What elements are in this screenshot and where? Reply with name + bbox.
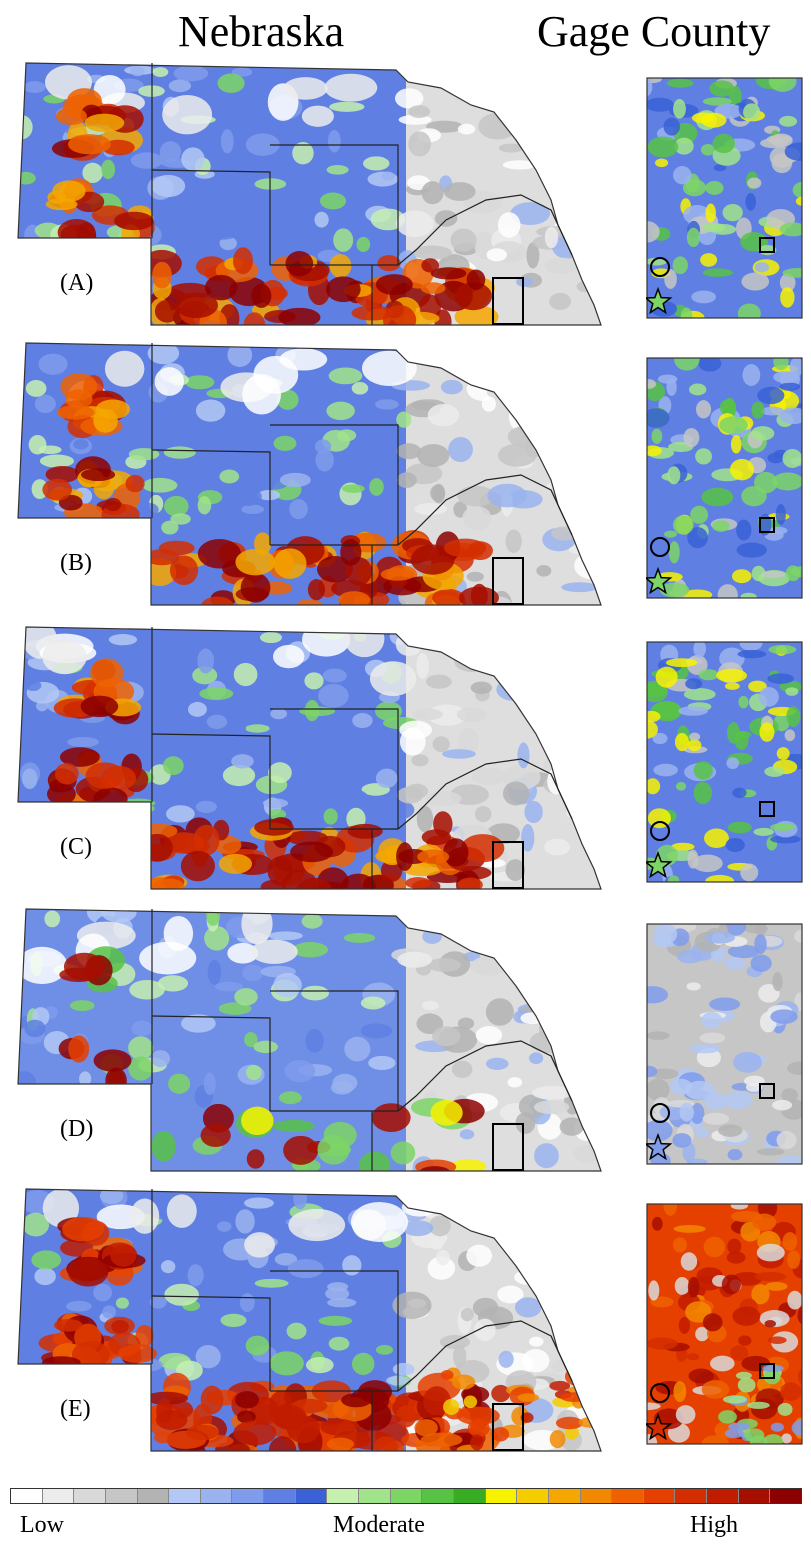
region-boundary bbox=[151, 169, 271, 265]
legend-swatch bbox=[675, 1489, 708, 1503]
circle-marker-icon bbox=[650, 537, 670, 557]
star-marker-icon bbox=[646, 286, 673, 315]
gage-county-box bbox=[492, 1403, 524, 1451]
gage-county-box bbox=[492, 1123, 524, 1171]
region-boundary bbox=[151, 733, 271, 829]
region-boundary bbox=[270, 990, 399, 1111]
circle-marker-icon bbox=[650, 1103, 670, 1123]
nebraska-map bbox=[17, 62, 602, 326]
legend-low-label: Low bbox=[20, 1512, 64, 1538]
legend-swatch bbox=[264, 1489, 296, 1503]
legend-high-label: High bbox=[690, 1512, 738, 1538]
square-marker-icon bbox=[759, 237, 775, 253]
region-boundary bbox=[397, 1040, 573, 1112]
star-marker-icon bbox=[646, 850, 673, 879]
gage-county-box bbox=[492, 277, 524, 325]
region-boundary bbox=[397, 474, 573, 546]
nebraska-map bbox=[17, 342, 602, 606]
legend-swatch bbox=[517, 1489, 549, 1503]
gage-county-map bbox=[646, 641, 803, 883]
square-marker-icon bbox=[759, 1083, 775, 1099]
nebraska-map bbox=[17, 908, 602, 1172]
square-marker-icon bbox=[759, 1363, 775, 1379]
title-gage-county: Gage County bbox=[537, 7, 771, 56]
legend-swatch bbox=[548, 1489, 581, 1503]
legend-swatch bbox=[169, 1489, 201, 1503]
region-boundary bbox=[270, 424, 399, 545]
region-boundary bbox=[270, 708, 399, 829]
region-boundary bbox=[270, 144, 399, 265]
title-nebraska: Nebraska bbox=[178, 7, 345, 56]
panel-label: (C) bbox=[60, 834, 92, 860]
region-boundary bbox=[397, 1320, 573, 1392]
star-marker-icon bbox=[646, 1412, 673, 1441]
legend-swatch bbox=[738, 1489, 771, 1503]
legend-swatch bbox=[770, 1489, 802, 1503]
gage-county-box bbox=[492, 841, 524, 889]
color-legend bbox=[10, 1488, 802, 1504]
legend-swatch bbox=[580, 1489, 613, 1503]
legend-swatch bbox=[105, 1489, 138, 1503]
legend-swatch bbox=[74, 1489, 106, 1503]
legend-swatch bbox=[453, 1489, 486, 1503]
gage-county-map bbox=[646, 1203, 803, 1445]
panel-label: (A) bbox=[60, 270, 94, 296]
legend-swatch bbox=[707, 1489, 739, 1503]
region-boundary bbox=[151, 1295, 271, 1391]
panel-label: (E) bbox=[60, 1396, 91, 1422]
legend-swatch bbox=[485, 1489, 518, 1503]
circle-marker-icon bbox=[650, 257, 670, 277]
nebraska-map bbox=[17, 1188, 602, 1452]
legend-swatch bbox=[390, 1489, 423, 1503]
square-marker-icon bbox=[759, 517, 775, 533]
gage-county-box bbox=[492, 557, 524, 605]
map-panel: (B) bbox=[0, 340, 811, 615]
star-marker-icon bbox=[646, 566, 673, 595]
square-marker-icon bbox=[759, 801, 775, 817]
region-boundary bbox=[151, 449, 271, 545]
region-boundary bbox=[151, 1015, 271, 1111]
panel-label: (B) bbox=[60, 550, 92, 576]
map-panel: (A) bbox=[0, 60, 811, 335]
legend-swatch bbox=[42, 1489, 75, 1503]
legend-swatch bbox=[643, 1489, 676, 1503]
gage-county-map bbox=[646, 77, 803, 319]
legend-swatch bbox=[612, 1489, 644, 1503]
region-boundary bbox=[397, 758, 573, 830]
circle-marker-icon bbox=[650, 821, 670, 841]
nebraska-map bbox=[17, 626, 602, 890]
legend-swatch bbox=[295, 1489, 328, 1503]
map-panel: (E) bbox=[0, 1186, 811, 1461]
region-boundary bbox=[397, 194, 573, 266]
gage-county-map bbox=[646, 357, 803, 599]
map-panel: (D) bbox=[0, 906, 811, 1181]
legend-swatch bbox=[327, 1489, 360, 1503]
legend-swatch bbox=[137, 1489, 170, 1503]
gage-county-map bbox=[646, 923, 803, 1165]
region-boundary bbox=[270, 1270, 399, 1391]
legend-swatch bbox=[200, 1489, 233, 1503]
legend-swatch bbox=[359, 1489, 391, 1503]
panel-label: (D) bbox=[60, 1116, 94, 1142]
legend-swatch bbox=[422, 1489, 454, 1503]
star-marker-icon bbox=[646, 1132, 673, 1161]
legend-swatch bbox=[232, 1489, 265, 1503]
circle-marker-icon bbox=[650, 1383, 670, 1403]
map-panel: (C) bbox=[0, 624, 811, 899]
legend-moderate-label: Moderate bbox=[333, 1512, 425, 1538]
legend-swatch bbox=[11, 1489, 43, 1503]
